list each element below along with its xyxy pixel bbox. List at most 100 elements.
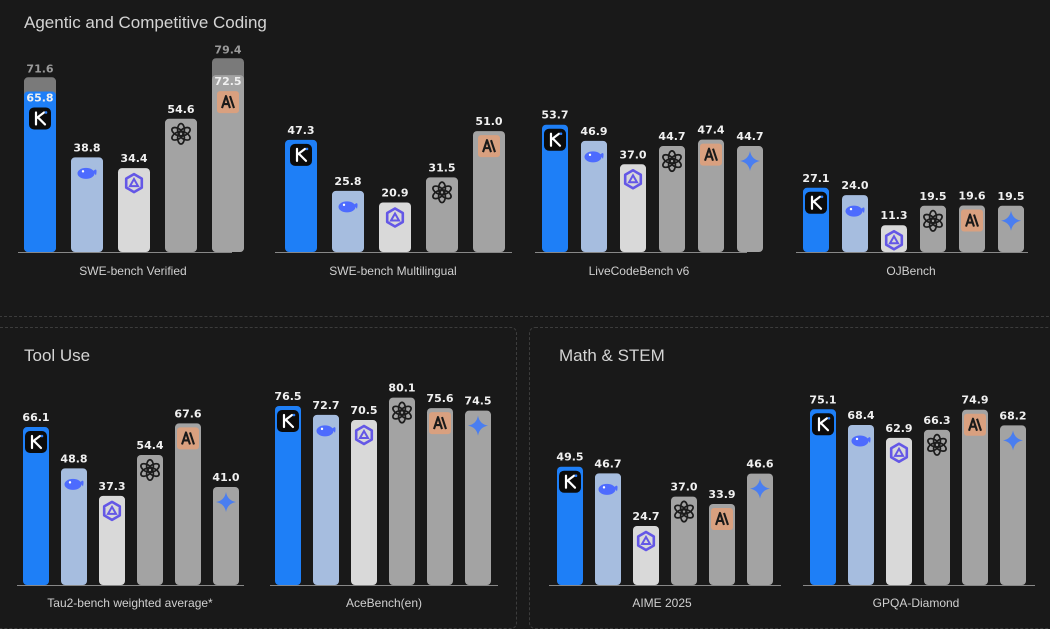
value-label: 74.9: [961, 394, 988, 407]
bar: [842, 195, 868, 252]
gemini-icon: [750, 478, 770, 499]
chart-livecodebench-v6: 53.7 46.9 37.0 44.7 47.4 44.7 LiveCodeBench v6: [535, 109, 764, 278]
bar: [275, 405, 301, 585]
openai-icon: [927, 433, 947, 456]
qwen-icon: [102, 500, 122, 522]
deepseek-icon: [584, 151, 604, 163]
benchmark-label: AIME 2025: [632, 596, 692, 610]
bar: [465, 410, 491, 585]
bar: [542, 124, 568, 252]
anthropic-icon: [478, 135, 500, 158]
value-label: 19.6: [958, 190, 985, 203]
anthropic-icon: [964, 413, 986, 436]
bar: [99, 495, 125, 585]
value-label: 44.7: [736, 130, 763, 143]
coding-section-title: Agentic and Competitive Coding: [24, 13, 267, 32]
bar: [213, 487, 239, 585]
bar: [924, 429, 950, 585]
anthropic-icon: [711, 507, 733, 530]
bar: [24, 91, 56, 252]
value-label: 49.5: [556, 451, 583, 464]
value-label: 48.8: [60, 452, 87, 465]
value-label: 24.0: [841, 179, 868, 192]
value-label: 72.5: [214, 75, 241, 88]
bar: [351, 420, 377, 585]
value-label: 31.5: [428, 161, 455, 174]
deepseek-icon: [316, 425, 336, 437]
value-label: 74.5: [464, 395, 491, 408]
value-label: 19.5: [997, 190, 1024, 203]
chart-swe-bench-multilingual: 47.3 25.8 20.9 31.5 51.0 SWE-bench Multilingu…: [275, 115, 512, 278]
value-label: 53.7: [541, 109, 568, 122]
qwen-icon: [354, 424, 374, 446]
value-label: 46.9: [580, 125, 607, 138]
benchmark-label: SWE-bench Multilingual: [329, 264, 456, 278]
bar: [633, 525, 659, 585]
qwen-icon: [889, 442, 909, 464]
bar: [581, 140, 607, 252]
bar: [698, 139, 724, 252]
openai-icon: [662, 150, 682, 173]
bar: [620, 164, 646, 252]
deepseek-icon: [845, 205, 865, 217]
value-label: 11.3: [880, 209, 907, 222]
kimi-icon: [25, 431, 47, 454]
tool-use-section-title: Tool Use: [24, 346, 91, 365]
value-label: 41.0: [212, 471, 239, 484]
gemini-icon: [468, 415, 488, 436]
deepseek-icon: [77, 167, 97, 179]
benchmark-label: SWE-bench Verified: [79, 264, 186, 278]
bar: [557, 466, 583, 585]
qwen-icon: [884, 229, 904, 251]
benchmark-label: AceBench(en): [346, 596, 422, 610]
value-label: 37.3: [98, 480, 125, 493]
value-label: 37.0: [619, 148, 646, 161]
value-label: 24.7: [632, 510, 659, 523]
value-label: 66.3: [923, 414, 950, 427]
value-label-stacked: 79.4: [214, 43, 241, 56]
value-label: 75.6: [426, 392, 453, 405]
deepseek-icon: [598, 483, 618, 495]
value-label: 47.3: [287, 124, 314, 137]
bar: [1000, 425, 1026, 585]
bar: [389, 397, 415, 585]
gemini-icon: [1001, 210, 1021, 231]
chart-swe-bench-verified: 71.6 65.8 38.8 34.4 54.6 79.4 72.5 SWE-bench Ve…: [18, 43, 244, 278]
bar: [473, 131, 505, 252]
openai-icon: [923, 209, 943, 232]
bar: [61, 468, 87, 585]
value-label: 33.9: [708, 488, 735, 501]
kimi-icon: [290, 143, 312, 166]
anthropic-icon: [177, 427, 199, 450]
value-label: 44.7: [658, 130, 685, 143]
benchmark-label: GPQA-Diamond: [873, 596, 960, 610]
kimi-icon: [29, 107, 51, 130]
value-label: 54.6: [167, 103, 194, 116]
kimi-icon: [559, 470, 581, 493]
openai-icon: [392, 401, 412, 424]
value-label: 68.4: [847, 409, 874, 422]
bar: [23, 427, 49, 585]
math-stem-section-title: Math & STEM: [559, 346, 665, 365]
bar: [962, 409, 988, 585]
value-label: 70.5: [350, 404, 377, 417]
value-label: 68.2: [999, 409, 1026, 422]
bar: [71, 157, 103, 252]
value-label: 72.7: [312, 399, 339, 412]
bar: [659, 146, 685, 252]
qwen-icon: [623, 169, 643, 190]
value-label: 46.7: [594, 457, 621, 470]
anthropic-icon: [961, 209, 983, 232]
value-label: 75.1: [809, 393, 836, 406]
bar: [920, 205, 946, 252]
openai-icon: [432, 181, 452, 204]
bar: [137, 454, 163, 585]
chart-acebench-en-: 76.5 72.7 70.5 80.1 75.6 74.5 AceBench(en): [270, 382, 498, 610]
value-label: 51.0: [475, 115, 502, 128]
gemini-icon: [1003, 430, 1023, 451]
value-label-stacked: 71.6: [26, 62, 53, 75]
deepseek-icon: [64, 478, 84, 490]
benchmark-label: Tau2-bench weighted average*: [47, 596, 213, 610]
chart-tau2-bench-weighted-average-: 66.1 48.8 37.3 54.4 67.6 41.0 Tau2-bench weigh…: [17, 407, 244, 610]
bar: [212, 75, 244, 252]
